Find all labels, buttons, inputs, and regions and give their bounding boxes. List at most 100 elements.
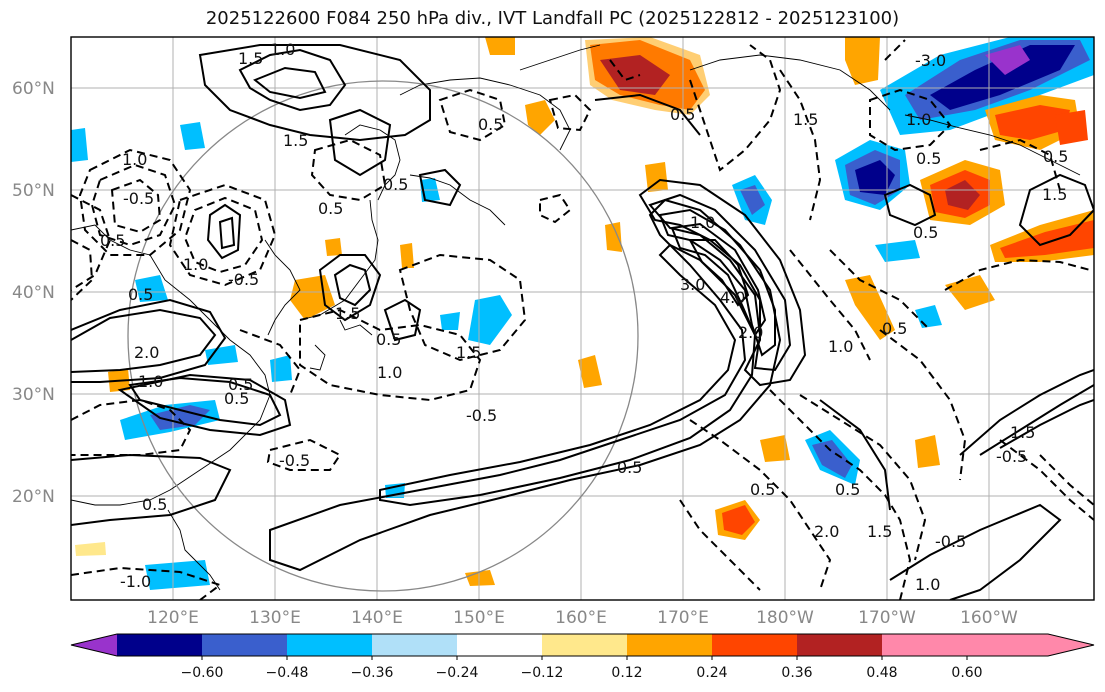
negative-patch xyxy=(71,128,88,162)
coastlines xyxy=(71,44,1081,591)
lon-label: 170°W xyxy=(858,608,916,628)
colorbar-tick-label: 0.24 xyxy=(696,665,727,681)
positive-patch xyxy=(465,570,495,586)
contour-label: 0.5 xyxy=(376,330,401,349)
positive-patch xyxy=(722,505,755,535)
contour-label: 2.0 xyxy=(738,323,763,342)
positive-patch xyxy=(600,55,670,95)
contour-label: 0.5 xyxy=(670,105,695,124)
positive-patch xyxy=(845,37,880,85)
contour-label: 0.5 xyxy=(1043,147,1068,166)
contour-label: 1.5 xyxy=(793,110,818,129)
dashed-contours xyxy=(71,39,1094,600)
colorbar-tick-label: −0.60 xyxy=(181,665,224,681)
colorbar-tick-label: 0.36 xyxy=(781,665,812,681)
lon-label: 130°E xyxy=(249,608,301,628)
contour-label: 0.5 xyxy=(835,480,860,499)
map-title: 2025122600 F084 250 hPa div., IVT Landfa… xyxy=(205,8,900,29)
contour-label: -1.0 xyxy=(120,572,151,591)
contour-label: 0.5 xyxy=(916,149,941,168)
colorbar-tick-label: −0.48 xyxy=(266,665,309,681)
colorbar-segment xyxy=(287,634,372,656)
contour-label: 1.0 xyxy=(270,40,295,59)
lon-label: 120°E xyxy=(147,608,199,628)
lon-label: 140°E xyxy=(351,608,403,628)
contour-labels: 1.5 1.0 1.5 0.5 1.0 -0.5 0.5 1.0 -0.5 0.… xyxy=(100,40,1068,594)
lon-label: 180°W xyxy=(756,608,814,628)
latitude-labels: 60°N 50°N 40°N 30°N 20°N xyxy=(12,79,55,507)
colorbar-tick-label: 0.60 xyxy=(951,665,982,681)
contour-label: -0.5 xyxy=(228,270,259,289)
lat-label: 30°N xyxy=(12,385,55,405)
colorbar-segment xyxy=(882,634,1094,656)
contour-label: 1.0 xyxy=(915,575,940,594)
contour-label: 1.5 xyxy=(1010,423,1035,442)
negative-patch xyxy=(150,405,210,430)
colorbar-tick-label: 0.12 xyxy=(611,665,642,681)
contour-label: 0.5 xyxy=(224,389,249,408)
contour-label: 0.5 xyxy=(318,199,343,218)
contour-label: 0.5 xyxy=(882,319,907,338)
negative-patch xyxy=(875,240,920,262)
negative-patch xyxy=(930,45,1075,110)
colorbar-segment xyxy=(71,634,117,656)
contour-label: 0.5 xyxy=(128,285,153,304)
colorbar-tick-label: −0.36 xyxy=(351,665,394,681)
colorbar-outline xyxy=(70,633,1095,657)
lat-label: 40°N xyxy=(12,283,55,303)
contour-label: 4.0 xyxy=(720,288,745,307)
positive-patch xyxy=(75,542,106,556)
contour-label: -0.5 xyxy=(279,451,310,470)
colorbar-segment xyxy=(117,634,202,656)
contour-label: 1.0 xyxy=(828,337,853,356)
negative-patch xyxy=(440,312,460,330)
positive-patch xyxy=(845,275,895,340)
lat-label: 60°N xyxy=(12,79,55,99)
contour-label: 1.5 xyxy=(456,343,481,362)
contour-label: -0.5 xyxy=(935,532,966,551)
lon-label: 150°E xyxy=(453,608,505,628)
contour-label: 1.0 xyxy=(122,150,147,169)
colorbar-tick-label: 0.48 xyxy=(866,665,897,681)
positive-patch xyxy=(945,180,980,210)
graticule xyxy=(71,37,1094,600)
contour-label: 2.0 xyxy=(134,343,159,362)
contour-label: 1.0 xyxy=(377,363,402,382)
lon-label: 160°E xyxy=(555,608,607,628)
positive-patch xyxy=(605,222,622,252)
negative-patch xyxy=(985,45,1030,75)
contour-label: 1.5 xyxy=(238,49,263,68)
contour-label: 1.0 xyxy=(138,372,163,391)
contour-label: 1.5 xyxy=(283,131,308,150)
contour-label: 0.5 xyxy=(100,231,125,250)
negative-patch xyxy=(135,275,168,302)
contour-label: 0.5 xyxy=(913,223,938,242)
colorbar-segment xyxy=(542,634,627,656)
contour-label: 0.5 xyxy=(478,115,503,134)
colorbar-segment xyxy=(712,634,797,656)
positive-patch xyxy=(325,238,342,256)
colorbar-segment xyxy=(202,634,287,656)
negative-patch xyxy=(180,122,205,150)
colorbar-tick-label: −0.12 xyxy=(521,665,564,681)
colorbar-segment xyxy=(457,634,542,656)
positive-patch xyxy=(915,435,940,468)
negative-patch xyxy=(205,345,238,365)
contour-label: 0.5 xyxy=(142,495,167,514)
colorbar-segment xyxy=(627,634,712,656)
negative-patch xyxy=(812,440,852,478)
negative-patch xyxy=(855,160,895,195)
positive-patch xyxy=(760,435,790,462)
positive-patch xyxy=(578,355,602,388)
longitude-labels: 120°E 130°E 140°E 150°E 160°E 170°E 180°… xyxy=(147,608,1018,628)
lon-label: 160°W xyxy=(960,608,1018,628)
contour-label: 1.5 xyxy=(335,304,360,323)
colorbar-segment xyxy=(372,634,457,656)
contour-label: 0.5 xyxy=(228,375,253,394)
colorbar: −0.60 −0.48 −0.36 −0.24 −0.12 0.12 0.24 … xyxy=(70,633,1095,681)
positive-patch xyxy=(1000,220,1094,258)
positive-patch xyxy=(400,243,414,268)
lon-label: 170°E xyxy=(657,608,709,628)
contour-label: 1.0 xyxy=(690,213,715,232)
